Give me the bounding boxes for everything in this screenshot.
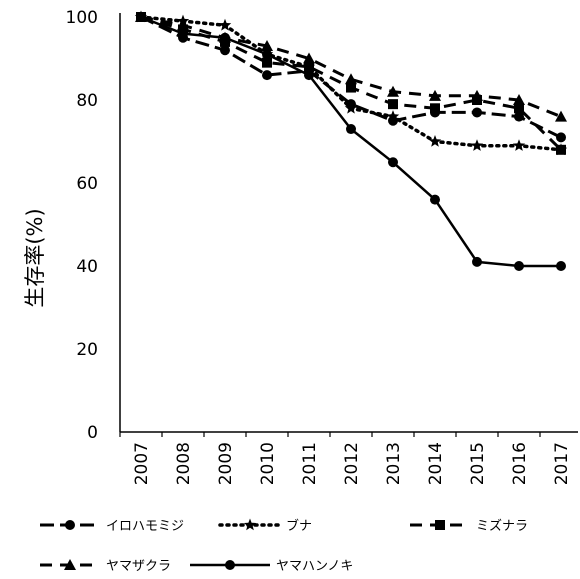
data-point <box>430 103 440 114</box>
legend-label: ブナ <box>286 518 312 534</box>
data-point <box>388 157 398 168</box>
x-tick-label: 2011 <box>300 442 320 485</box>
data-point <box>220 32 230 43</box>
legend-swatch-marker <box>225 560 235 570</box>
y-tick-label: 80 <box>76 91 98 111</box>
legend-swatch-marker <box>64 559 76 570</box>
data-point <box>428 135 442 147</box>
x-tick-labels: 2007 2008 2009 2010 2011 2012 2013 2014 2015 2016… <box>132 442 572 485</box>
data-point <box>262 57 272 68</box>
data-point <box>514 111 524 122</box>
data-point <box>177 19 189 31</box>
data-point <box>262 70 272 81</box>
y-tick-label: 40 <box>76 257 98 277</box>
data-point <box>513 94 525 105</box>
data-point <box>345 73 357 85</box>
data-point <box>556 261 566 271</box>
series-5 <box>136 12 566 271</box>
data-point <box>303 52 315 64</box>
x-tick-label: 2009 <box>216 442 236 485</box>
legend-label: ヤマザクラ <box>106 559 171 574</box>
legend-item: ミズナラ <box>410 518 528 534</box>
data-point <box>429 89 441 101</box>
data-point <box>346 82 356 93</box>
data-point <box>470 139 484 151</box>
x-tick-label: 2015 <box>468 442 488 485</box>
series-group <box>134 10 568 271</box>
data-point <box>346 124 356 135</box>
x-tick-label: 2014 <box>426 442 446 485</box>
y-tick-label: 20 <box>76 340 98 360</box>
data-point <box>556 132 566 143</box>
data-point <box>471 89 483 101</box>
x-tick-label: 2017 <box>552 442 572 485</box>
legend-item: ブナ <box>218 518 312 534</box>
legend-label: ヤマハンノキ <box>276 559 353 574</box>
data-point <box>178 28 188 39</box>
data-point <box>514 261 524 271</box>
data-point <box>472 107 482 118</box>
data-point <box>430 194 440 205</box>
data-point <box>304 61 314 72</box>
y-tick-label: 100 <box>66 8 98 28</box>
data-point <box>556 144 566 155</box>
data-point <box>514 103 524 114</box>
legend-item: ヤマザクラ <box>40 559 171 574</box>
data-point <box>512 139 526 151</box>
y-tick-labels: 0 20 40 60 80 100 <box>66 8 98 443</box>
data-point <box>472 256 482 267</box>
legend-item: ヤマハンノキ <box>190 559 353 574</box>
legend-label: イロハモミジ <box>106 519 184 534</box>
data-point <box>262 49 272 60</box>
data-point <box>136 12 146 22</box>
series-line <box>140 15 561 268</box>
legend-label: ミズナラ <box>476 518 528 534</box>
data-point <box>388 99 398 110</box>
data-point <box>386 110 400 122</box>
data-point <box>387 85 399 97</box>
y-axis-label: 生存率(%) <box>23 208 47 307</box>
legend-swatch-marker <box>65 520 75 530</box>
x-tick-label: 2013 <box>384 442 404 485</box>
y-tick-label: 0 <box>87 423 98 443</box>
x-tick-label: 2007 <box>132 442 152 485</box>
x-tick-label: 2012 <box>342 442 362 485</box>
x-tick-label: 2010 <box>258 442 278 485</box>
legend-item: イロハモミジ <box>40 519 184 534</box>
data-point <box>344 101 358 114</box>
data-point <box>220 45 230 56</box>
x-tick-label: 2008 <box>174 442 194 485</box>
data-point <box>218 18 232 31</box>
legend-swatch-marker <box>243 518 257 531</box>
data-point <box>555 110 567 122</box>
chart-axes <box>119 13 578 437</box>
x-tick-label: 2016 <box>510 442 530 485</box>
y-tick-label: 60 <box>76 174 98 194</box>
data-point <box>261 40 273 52</box>
data-point <box>304 70 314 81</box>
legend-swatch-marker <box>435 520 445 530</box>
